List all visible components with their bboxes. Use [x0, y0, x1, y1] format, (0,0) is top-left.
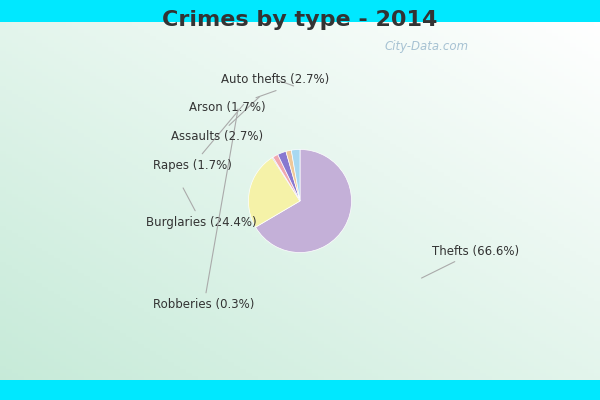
Wedge shape: [278, 152, 300, 201]
Wedge shape: [248, 158, 300, 227]
Text: Arson (1.7%): Arson (1.7%): [189, 90, 276, 114]
Wedge shape: [273, 154, 300, 201]
Text: Robberies (0.3%): Robberies (0.3%): [153, 109, 254, 311]
Text: Thefts (66.6%): Thefts (66.6%): [422, 245, 520, 278]
Text: Assaults (2.7%): Assaults (2.7%): [171, 97, 263, 143]
Text: Burglaries (24.4%): Burglaries (24.4%): [146, 188, 257, 229]
Wedge shape: [286, 150, 300, 201]
Wedge shape: [256, 150, 352, 252]
Text: Rapes (1.7%): Rapes (1.7%): [153, 104, 244, 172]
Wedge shape: [272, 157, 300, 201]
Wedge shape: [292, 150, 300, 201]
Text: City-Data.com: City-Data.com: [384, 40, 468, 53]
Text: Crimes by type - 2014: Crimes by type - 2014: [163, 10, 437, 30]
Text: Auto thefts (2.7%): Auto thefts (2.7%): [221, 73, 329, 86]
